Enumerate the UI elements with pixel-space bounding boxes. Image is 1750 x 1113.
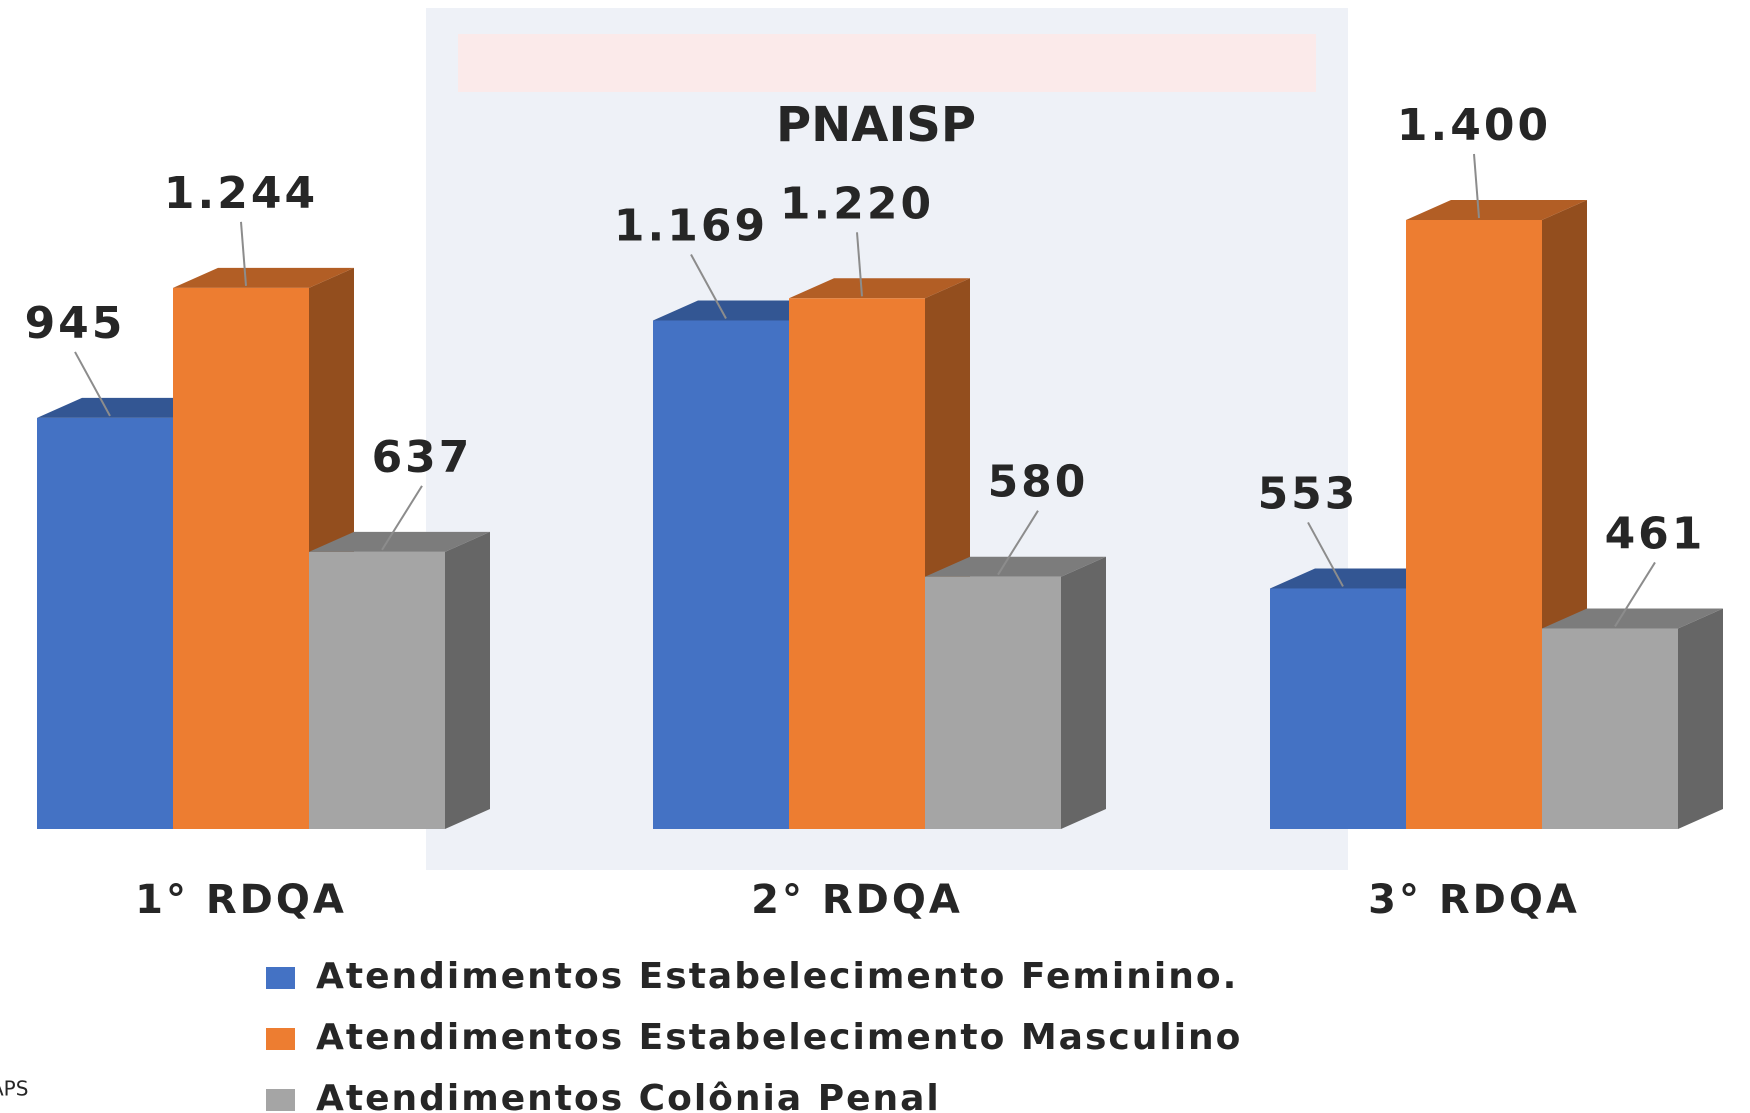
legend-swatch xyxy=(266,1089,295,1111)
data-label: 1.400 xyxy=(1397,100,1551,151)
bar-front xyxy=(653,320,789,829)
bar-side xyxy=(1061,557,1106,829)
bar xyxy=(1542,608,1723,829)
bar-front xyxy=(37,418,173,829)
bar-front xyxy=(925,577,1061,829)
data-label: 461 xyxy=(1605,508,1706,559)
data-label: 1.169 xyxy=(614,200,768,251)
bar xyxy=(309,532,490,829)
bar-front xyxy=(1542,628,1678,829)
x-tick-label: 3° RDQA xyxy=(1368,877,1580,923)
bar-side xyxy=(445,532,490,829)
data-label: 1.220 xyxy=(780,178,934,229)
bar-front xyxy=(1406,220,1542,829)
footer-text: APS xyxy=(0,1077,28,1101)
legend-label: Atendimentos Estabelecimento Feminino. xyxy=(316,956,1238,997)
chart-title: PNAISP xyxy=(776,97,976,153)
data-label: 580 xyxy=(988,457,1089,508)
data-label: 945 xyxy=(25,298,126,349)
legend-swatch xyxy=(266,967,295,989)
bar-front xyxy=(309,552,445,829)
bar-front xyxy=(789,298,925,829)
x-tick-label: 2° RDQA xyxy=(751,877,963,923)
data-label: 1.244 xyxy=(164,168,318,219)
legend-label: Atendimentos Colônia Penal xyxy=(316,1078,941,1113)
bar-front xyxy=(1270,588,1406,829)
page: PNAISP APS 945 1.244 637 1° RDQA 1.1691.220 5… xyxy=(0,0,1750,1113)
data-label: 637 xyxy=(372,432,473,483)
bar xyxy=(925,557,1106,829)
chart: PNAISP APS 945 1.244 637 1° RDQA 1.1691.220 5… xyxy=(0,0,1750,1113)
legend-swatch xyxy=(266,1028,295,1050)
bar-side xyxy=(1678,608,1723,829)
data-label: 553 xyxy=(1258,468,1359,519)
legend-label: Atendimentos Estabelecimento Masculino xyxy=(316,1017,1242,1058)
bar-front xyxy=(173,288,309,829)
watermark-band xyxy=(458,34,1316,92)
x-tick-label: 1° RDQA xyxy=(135,877,347,923)
